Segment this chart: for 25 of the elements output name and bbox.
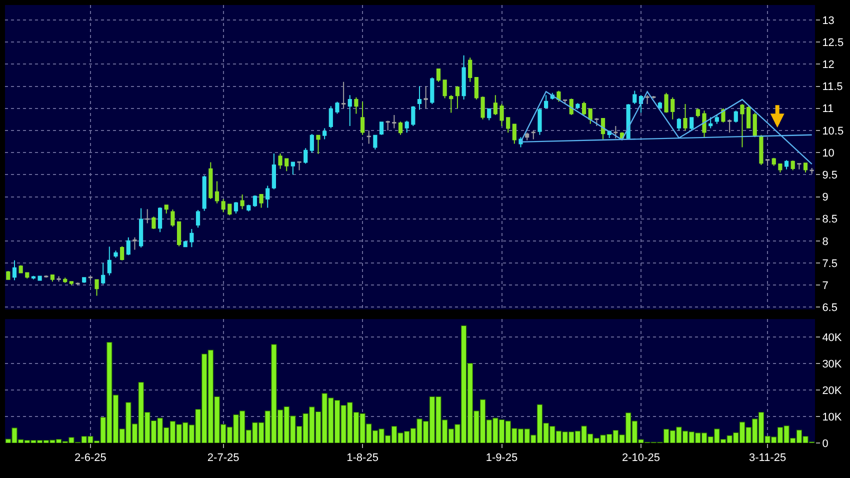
y-tick-label: 7 <box>822 280 828 292</box>
y-tick-label: 11 <box>822 103 834 116</box>
x-tick-label: 1-8-25 <box>346 452 378 464</box>
y-tick-label: 40K <box>822 332 842 344</box>
y-tick-label: 9.5 <box>822 170 838 182</box>
x-tick-label: 1-9-25 <box>486 452 518 464</box>
y-tick-label: 8.5 <box>822 214 838 226</box>
x-tick-label: 2-6-25 <box>74 452 106 464</box>
y-tick-label: 10.5 <box>822 125 844 138</box>
y-tick-label: 0 <box>822 438 828 450</box>
y-tick-label: 12.5 <box>822 36 844 49</box>
y-tick-label: 6.5 <box>822 302 838 314</box>
y-tick-label: 12 <box>822 59 834 72</box>
y-tick-label: 11.5 <box>822 81 843 94</box>
y-tick-label: 10 <box>822 147 834 160</box>
y-tick-label: 7.5 <box>822 258 838 270</box>
y-tick-label: 13 <box>822 14 834 27</box>
x-tick-label: 2-10-25 <box>622 452 660 464</box>
x-tick-label: 3-11-25 <box>748 452 786 464</box>
y-tick-label: 8 <box>822 236 828 248</box>
x-tick-label: 2-7-25 <box>207 452 240 464</box>
y-tick-label: 9 <box>822 192 828 204</box>
y-tick-label: 30K <box>822 358 842 370</box>
y-tick-label: 20K <box>822 384 842 397</box>
y-tick-label: 10K <box>822 411 842 424</box>
